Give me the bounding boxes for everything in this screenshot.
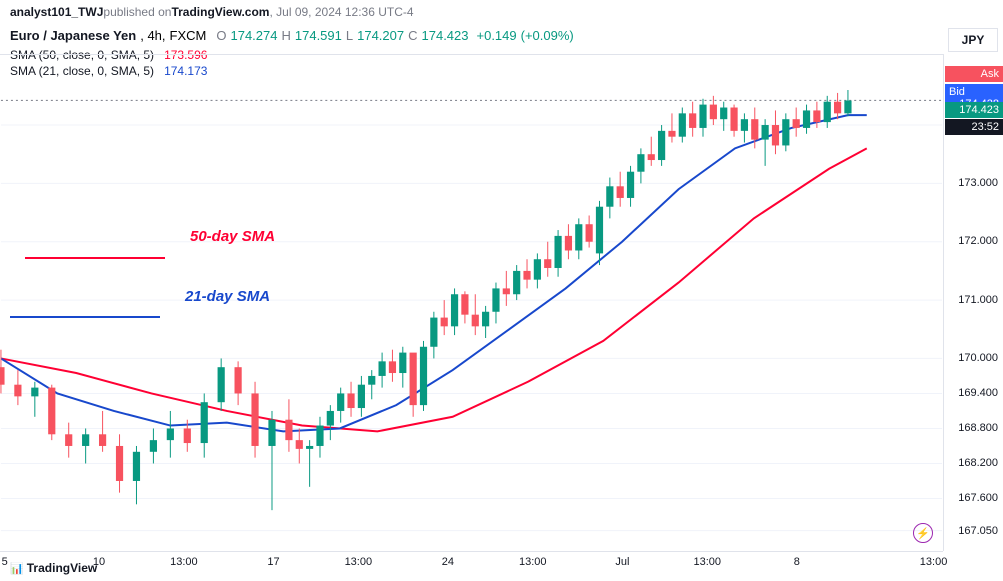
c-value: 174.423 — [422, 28, 469, 43]
y-tick-label: 172.000 — [958, 235, 998, 247]
y-axis[interactable]: 174.000173.000172.000171.000170.000169.4… — [943, 54, 1003, 551]
site: TradingView.com — [171, 5, 269, 19]
l-label: L — [346, 28, 353, 43]
x-tick-label: 24 — [442, 556, 454, 568]
y-tick-label: 168.800 — [958, 422, 998, 434]
x-tick-label: 13:00 — [170, 556, 198, 568]
author: analyst101_TWJ — [10, 5, 103, 19]
change: +0.149 — [477, 28, 517, 43]
price-tag-close: 174.423 — [945, 102, 1003, 118]
x-tick-label: 13:00 — [920, 556, 948, 568]
x-tick-label: 13:00 — [693, 556, 721, 568]
symbol-title-row: Euro / Japanese Yen , 4h, FXCM O 174.274… — [10, 28, 574, 43]
y-tick-label: 167.050 — [958, 525, 998, 537]
x-tick-label: 13:00 — [345, 556, 373, 568]
x-tick-label: 17 — [267, 556, 279, 568]
price-tag-ask: Ask — [945, 66, 1003, 82]
x-tick-label: 5 — [2, 556, 8, 568]
logo-text: TradingView — [27, 561, 97, 575]
sma50-annotation-line — [25, 257, 165, 259]
x-tick-label: 8 — [794, 556, 800, 568]
chart-svg — [0, 55, 943, 551]
publish-header: analyst101_TWJ published on TradingView.… — [0, 0, 1003, 24]
o-label: O — [216, 28, 226, 43]
x-tick-label: 13:00 — [519, 556, 547, 568]
chart-area[interactable] — [0, 54, 943, 551]
y-tick-label: 167.600 — [958, 492, 998, 504]
timestamp: , Jul 09, 2024 12:36 UTC-4 — [269, 5, 413, 19]
interval: , 4h, — [140, 28, 165, 43]
sma21-annotation-text: 21-day SMA — [185, 288, 270, 305]
tradingview-logo: TradingView — [10, 561, 97, 575]
h-label: H — [281, 28, 290, 43]
x-axis[interactable]: 51013:001713:002413:00Jul13:00813:00 — [0, 551, 943, 581]
x-tick-label: Jul — [615, 556, 629, 568]
l-value: 174.207 — [357, 28, 404, 43]
flash-icon[interactable]: ⚡ — [913, 523, 933, 543]
sma21-annotation-line — [10, 316, 160, 318]
price-tag-countdown: 23:52 — [945, 119, 1003, 135]
y-tick-label: 168.200 — [958, 457, 998, 469]
y-tick-label: 173.000 — [958, 177, 998, 189]
published-text: published on — [103, 5, 171, 19]
change-pct: (+0.09%) — [521, 28, 574, 43]
o-value: 174.274 — [230, 28, 277, 43]
sma50-annotation-text: 50-day SMA — [190, 228, 275, 245]
y-tick-label: 170.000 — [958, 352, 998, 364]
pair-name: Euro / Japanese Yen — [10, 28, 136, 43]
h-value: 174.591 — [295, 28, 342, 43]
y-tick-label: 171.000 — [958, 294, 998, 306]
broker: FXCM — [170, 28, 207, 43]
c-label: C — [408, 28, 417, 43]
currency-button[interactable]: JPY — [948, 28, 998, 52]
y-tick-label: 169.400 — [958, 387, 998, 399]
